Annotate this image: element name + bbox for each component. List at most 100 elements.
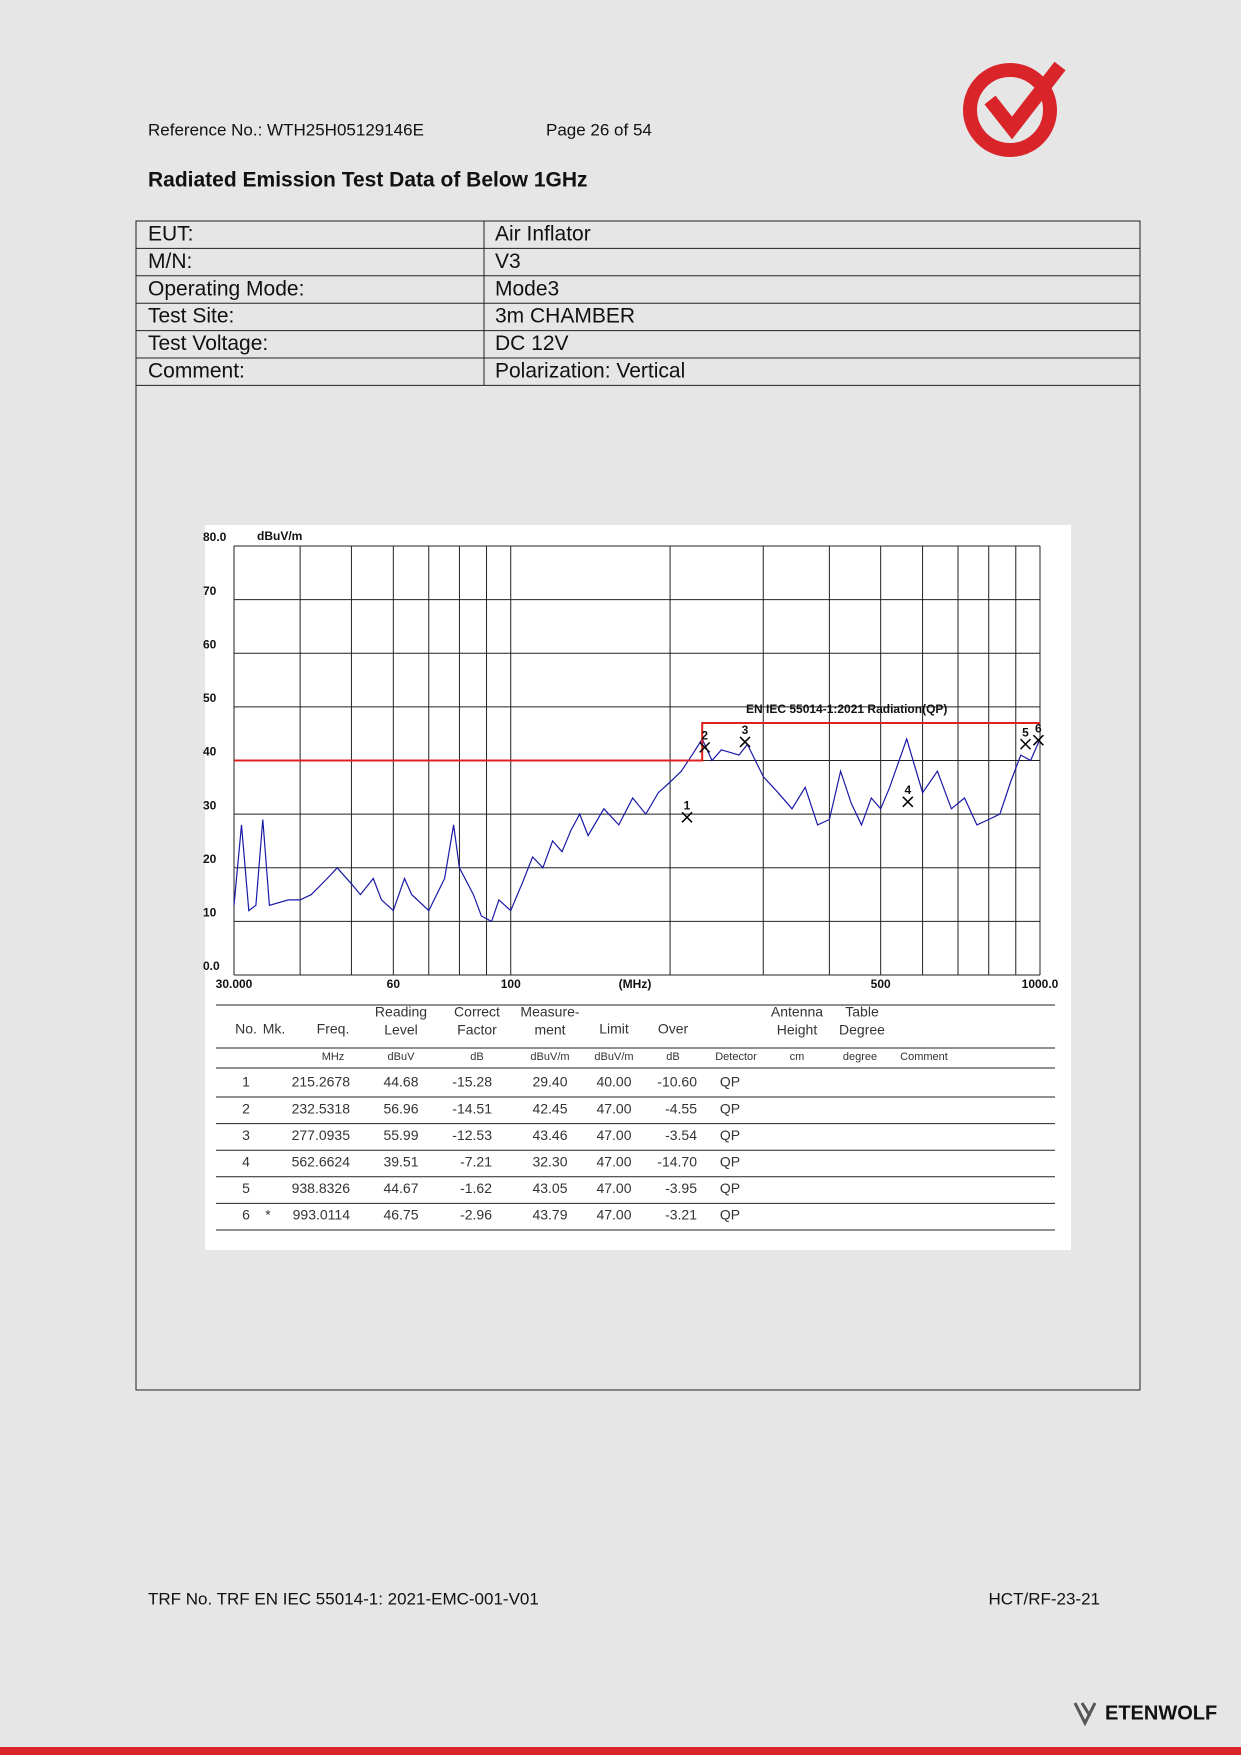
y-tick-label: 60 (203, 637, 217, 651)
cell: 47.00 (596, 1154, 631, 1170)
y-tick-label: 40 (203, 745, 217, 759)
unit: Detector (715, 1051, 757, 1063)
cell: 42.45 (532, 1100, 567, 1116)
bottom-bar (0, 1747, 1241, 1755)
footer-code: HCT/RF-23-21 (989, 1589, 1100, 1608)
marker-label: 5 (1022, 725, 1029, 739)
unit: cm (790, 1051, 805, 1063)
limit-label: EN IEC 55014-1:2021 Radiation(QP) (746, 702, 947, 716)
cell: -3.54 (665, 1127, 697, 1143)
cell: 993.0114 (293, 1207, 351, 1223)
marker (699, 741, 711, 753)
y-tick-label: 30 (203, 798, 217, 812)
marker (902, 796, 914, 808)
column-header: Factor (457, 1022, 497, 1038)
info-label: EUT: (148, 223, 194, 246)
marker-label: 3 (742, 723, 749, 737)
y-tick-label: 50 (203, 691, 217, 705)
column-header: Mk. (263, 1021, 286, 1037)
cell: 43.46 (532, 1127, 567, 1143)
cell: 6 (242, 1207, 250, 1223)
cell: -4.55 (665, 1100, 697, 1116)
cell: -10.60 (657, 1074, 697, 1090)
cell: 562.6624 (292, 1154, 351, 1170)
unit: degree (843, 1051, 877, 1063)
column-header: Height (777, 1022, 818, 1038)
y-tick-label: 80.0 (203, 530, 227, 544)
x-unit: (MHz) (619, 977, 652, 991)
cell: QP (720, 1180, 740, 1196)
reference: Reference No.: WTH25H05129146E (148, 120, 424, 139)
trace (233, 737, 1041, 923)
unit: MHz (322, 1051, 345, 1063)
cell: 44.67 (383, 1180, 418, 1196)
y-tick-label: 10 (203, 906, 217, 920)
cell: -12.53 (452, 1127, 492, 1143)
cell: 3 (242, 1127, 250, 1143)
y-tick-label: 0.0 (203, 959, 220, 973)
info-label: Comment: (148, 360, 245, 383)
cell: 55.99 (383, 1127, 418, 1143)
marker (739, 736, 751, 748)
unit: dBuV/m (530, 1051, 569, 1063)
y-tick-label: 20 (203, 852, 217, 866)
column-header: Measure- (520, 1004, 579, 1020)
info-label: M/N: (148, 250, 192, 273)
cell: 39.51 (383, 1154, 418, 1170)
cell: 44.68 (383, 1074, 418, 1090)
page-number: Page 26 of 54 (546, 120, 652, 139)
unit: Comment (900, 1051, 948, 1063)
chart-image (205, 525, 1071, 1250)
cell: 32.30 (532, 1154, 567, 1170)
info-value: Mode3 (495, 277, 559, 300)
info-value: V3 (495, 250, 521, 273)
cell: QP (720, 1100, 740, 1116)
info-table: EUT: Air Inflator M/N: V3 Operating Mode: Mod… (136, 223, 1140, 386)
marker-label: 1 (684, 799, 691, 813)
x-tick-label: 100 (501, 977, 521, 991)
unit: dBuV (388, 1051, 416, 1063)
cell: 47.00 (596, 1100, 631, 1116)
marker (1032, 734, 1044, 746)
cell: 43.79 (532, 1207, 567, 1223)
data-table: No. Mk. Freq. Reading Level Correct Factor Meas… (216, 1004, 1055, 1231)
cell: * (265, 1207, 271, 1223)
cell: 938.8326 (292, 1180, 351, 1196)
cell: 2 (242, 1100, 250, 1116)
x-tick-label: 60 (387, 977, 401, 991)
column-header: Correct (454, 1004, 500, 1020)
y-tick-label: 70 (203, 584, 217, 598)
unit: dB (470, 1051, 483, 1063)
cell: 47.00 (596, 1127, 631, 1143)
info-label: Test Voltage: (148, 332, 268, 355)
marker (681, 811, 693, 823)
cell: -7.21 (460, 1154, 492, 1170)
x-tick-label: 500 (871, 977, 891, 991)
column-header: Level (384, 1022, 417, 1038)
cell: QP (720, 1207, 740, 1223)
cell: 1 (242, 1074, 250, 1090)
x-tick-label: 1000.0 (1022, 977, 1059, 991)
info-value: Air Inflator (495, 223, 591, 246)
column-header: No. (235, 1021, 257, 1037)
cell: 232.5318 (292, 1100, 351, 1116)
cell: 215.2678 (292, 1074, 351, 1090)
cell: 4 (242, 1154, 250, 1170)
marker (1019, 738, 1032, 750)
x-tick-label: 30.000 (216, 977, 253, 991)
limit-line (234, 722, 1040, 762)
cell: -14.70 (657, 1154, 697, 1170)
info-label: Test Site: (148, 305, 234, 328)
cell: 47.00 (596, 1207, 631, 1223)
cell: 46.75 (383, 1207, 418, 1223)
cell: 29.40 (532, 1074, 567, 1090)
marker-label: 6 (1035, 721, 1042, 735)
marker-label: 2 (701, 729, 708, 743)
info-label: Operating Mode: (148, 277, 304, 300)
cell: -2.96 (460, 1207, 492, 1223)
y-unit: dBuV/m (257, 529, 302, 543)
cell: QP (720, 1127, 740, 1143)
frame (135, 220, 1141, 1391)
cell: QP (720, 1074, 740, 1090)
